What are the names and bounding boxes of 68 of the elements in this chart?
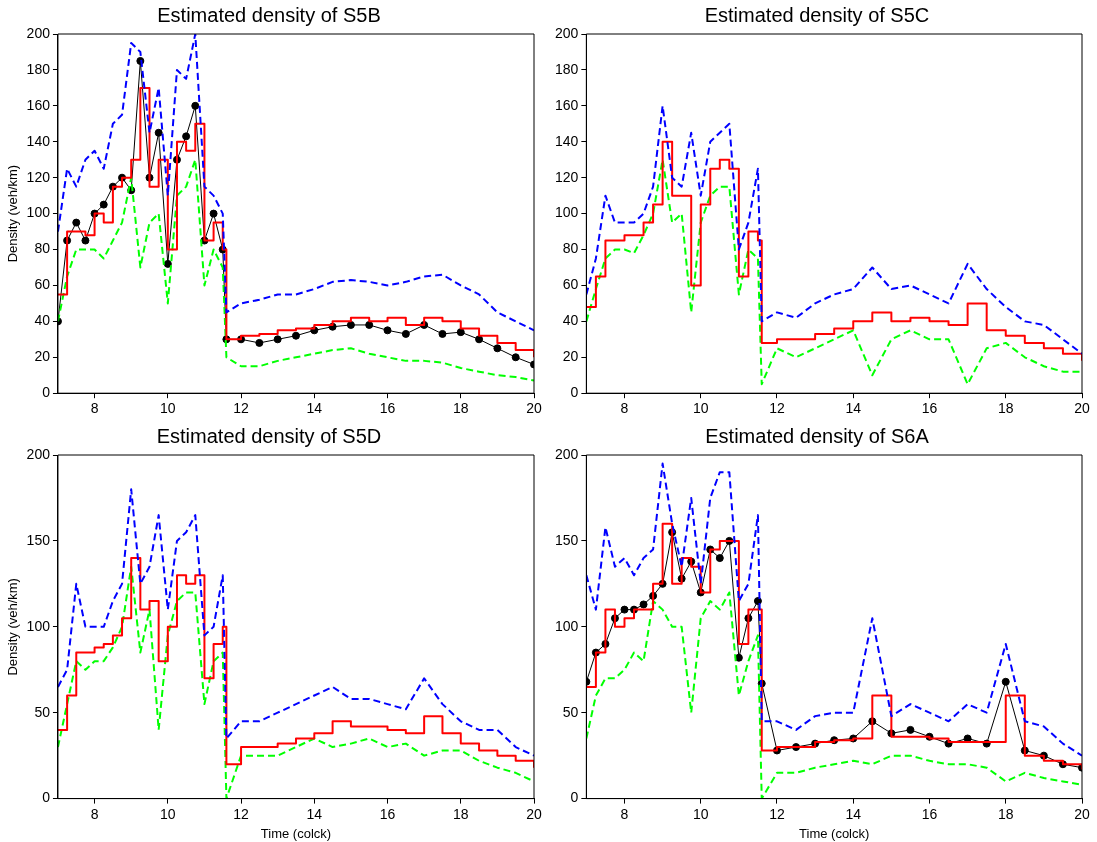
y-tick-label: 200: [26, 24, 51, 41]
x-tick-label: 18: [997, 805, 1014, 822]
y-tick-label: 120: [555, 168, 579, 185]
chart-title: Estimated density of S5C: [704, 3, 930, 26]
x-tick-label: 14: [845, 805, 862, 822]
y-tick-label: 0: [42, 789, 51, 806]
chart-title: Estimated density of S5D: [156, 424, 382, 447]
x-tick-label: 16: [921, 805, 938, 822]
y-tick-label: 40: [562, 312, 579, 329]
x-axis-title: Time (colck): [260, 825, 332, 841]
x-tick-label: 12: [769, 400, 785, 417]
y-tick-label: 20: [34, 348, 51, 365]
x-axis-title: Time (colck): [799, 825, 870, 841]
x-tick-label: 8: [90, 400, 99, 417]
x-tick-label: 12: [233, 400, 250, 417]
x-tick-label: 10: [160, 805, 176, 822]
x-tick-label: 20: [526, 805, 542, 822]
y-tick-label: 0: [42, 384, 51, 401]
y-tick-label: 20: [562, 348, 579, 365]
x-tick-label: 18: [452, 805, 469, 822]
chart-title: Estimated density of S6A: [705, 424, 930, 447]
x-tick-label: 8: [90, 805, 99, 822]
x-tick-label: 16: [379, 805, 396, 822]
y-tick-label: 80: [562, 240, 579, 257]
x-tick-label: 20: [526, 400, 542, 417]
y-tick-label: 120: [26, 168, 51, 185]
y-tick-label: 200: [26, 445, 51, 462]
x-tick-label: 8: [620, 400, 629, 417]
y-tick-label: 100: [26, 617, 51, 634]
y-tick-label: 180: [555, 60, 579, 77]
x-tick-label: 16: [921, 400, 938, 417]
y-tick-label: 0: [570, 789, 579, 806]
y-tick-label: 60: [34, 276, 51, 293]
y-tick-label: 150: [555, 531, 579, 548]
y-tick-label: 200: [555, 445, 579, 462]
y-tick-label: 60: [562, 276, 579, 293]
x-tick-label: 20: [1074, 400, 1090, 417]
y-tick-label: 150: [26, 531, 51, 548]
x-tick-label: 18: [452, 400, 469, 417]
x-tick-label: 10: [160, 400, 176, 417]
x-tick-label: 12: [233, 805, 250, 822]
y-tick-label: 140: [26, 132, 51, 149]
y-axis-title: Density (veh/km): [5, 578, 21, 676]
x-tick-label: 20: [1074, 805, 1090, 822]
y-tick-label: 100: [555, 204, 579, 221]
y-tick-label: 100: [26, 204, 51, 221]
x-tick-label: 14: [845, 400, 862, 417]
x-tick-label: 8: [620, 805, 629, 822]
y-tick-label: 50: [562, 703, 579, 720]
y-tick-label: 140: [555, 132, 579, 149]
x-tick-label: 12: [769, 805, 785, 822]
y-tick-label: 50: [34, 703, 51, 720]
x-tick-label: 10: [692, 805, 709, 822]
y-axis-title: Density (veh/km): [5, 164, 21, 263]
y-tick-label: 40: [34, 312, 51, 329]
y-tick-label: 100: [555, 617, 579, 634]
x-tick-label: 16: [379, 400, 396, 417]
y-tick-label: 160: [26, 96, 51, 113]
x-tick-label: 14: [306, 400, 323, 417]
y-tick-label: 200: [555, 24, 579, 41]
y-tick-label: 180: [26, 60, 51, 77]
y-tick-label: 0: [570, 384, 579, 401]
chart-title: Estimated density of S5B: [157, 3, 381, 26]
x-tick-label: 10: [692, 400, 709, 417]
y-tick-label: 80: [34, 240, 51, 257]
y-tick-label: 160: [555, 96, 579, 113]
x-tick-label: 14: [306, 805, 323, 822]
x-tick-label: 18: [997, 400, 1014, 417]
